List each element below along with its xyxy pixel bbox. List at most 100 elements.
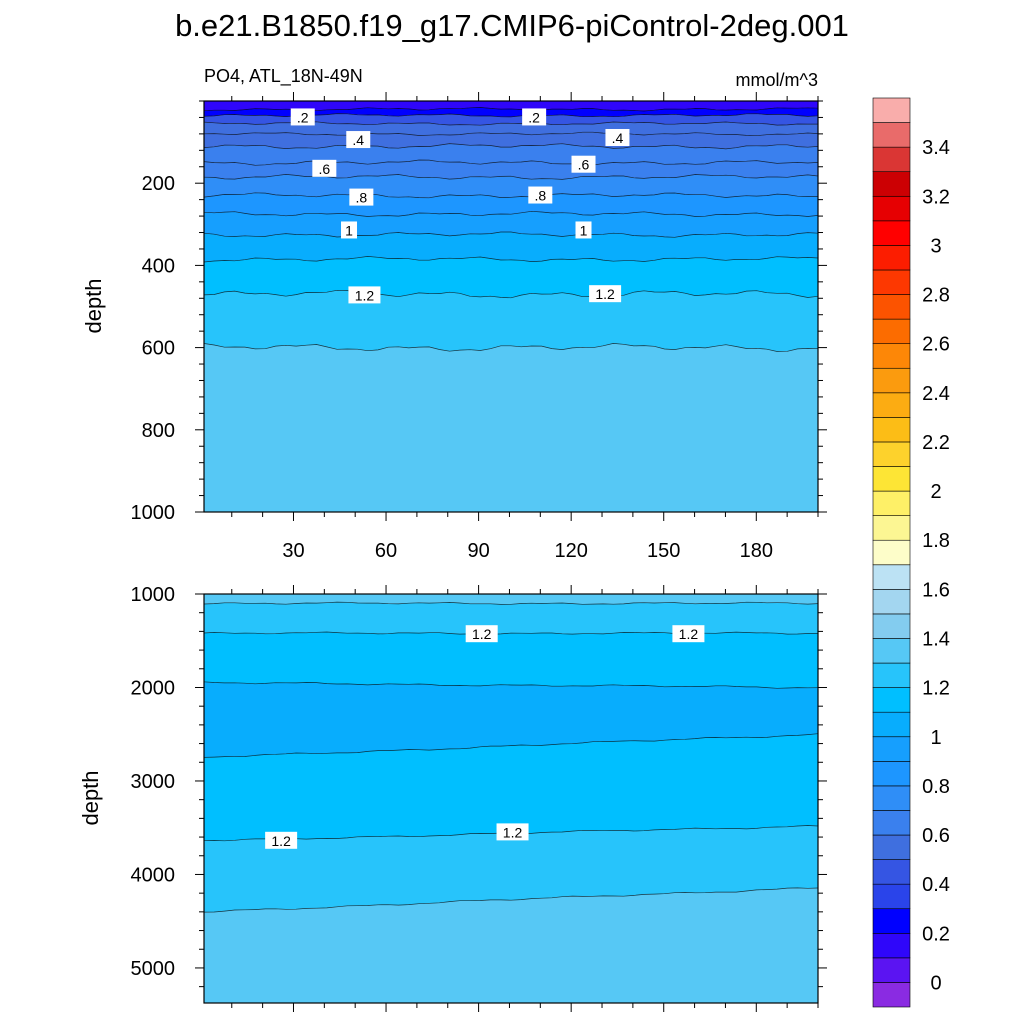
upper-band [204, 290, 818, 352]
upper-y-tick-label: 600 [142, 338, 175, 360]
lower-contour-line [204, 601, 818, 605]
svg-text:1.2: 1.2 [679, 626, 699, 642]
colorbar-swatch [872, 589, 911, 615]
upper-contour-label: .2 [290, 108, 315, 126]
colorbar-tick-label: 2.4 [922, 383, 950, 405]
upper-y-tick-label: 800 [142, 420, 175, 442]
colorbar-swatch [872, 146, 911, 173]
colorbar-swatch [872, 711, 911, 738]
colorbar-tick-label: 3.4 [922, 137, 950, 159]
upper-band [204, 160, 818, 180]
panel-subtitle: PO4, ATL_18N-49N [204, 66, 363, 87]
upper-band [204, 343, 818, 512]
upper-contour-line [204, 174, 818, 180]
lower-y-tick-label: 4000 [131, 864, 176, 886]
colorbar-tick-label: 1.2 [922, 678, 950, 700]
lower-band [204, 681, 818, 758]
colorbar-swatch [872, 810, 911, 836]
upper-x-tick-label: 90 [467, 540, 489, 562]
upper-frame [203, 100, 819, 513]
colorbar-swatch [872, 859, 911, 885]
upper-plot-area [204, 101, 818, 512]
upper-band [204, 211, 818, 238]
svg-text:1.2: 1.2 [271, 833, 291, 849]
colorbar-tick-label: 1.6 [922, 579, 950, 601]
svg-text:.2: .2 [297, 109, 309, 125]
svg-text:.6: .6 [318, 161, 330, 177]
upper-band [204, 143, 818, 166]
svg-text:.4: .4 [352, 132, 364, 148]
colorbar-swatch [872, 220, 911, 246]
lower-frame [203, 593, 819, 1004]
upper-contour-label: .6 [571, 155, 596, 173]
upper-x-tick-label: 120 [554, 540, 587, 562]
lower-band [204, 594, 818, 605]
upper-x-tick-label: 180 [740, 540, 773, 562]
svg-text:1.2: 1.2 [503, 824, 523, 840]
upper-contour-label: 1 [575, 221, 592, 239]
upper-contour-label: .6 [312, 159, 337, 177]
upper-contour-label: .4 [605, 128, 630, 146]
lower-contour-label: 1.2 [672, 625, 705, 643]
svg-text:1.2: 1.2 [595, 286, 615, 302]
colorbar-swatch [872, 171, 911, 197]
colorbar-swatch [872, 490, 911, 516]
upper-contour-line [204, 131, 818, 137]
svg-text:1: 1 [580, 222, 588, 238]
upper-contour-line [204, 143, 818, 150]
lower-y-axis-label: depth [78, 770, 103, 825]
lower-band [204, 733, 818, 841]
lower-contour-line [204, 887, 818, 913]
upper-contour-label: .8 [349, 188, 374, 206]
colorbar-swatch [872, 318, 911, 344]
svg-text:.2: .2 [528, 109, 540, 125]
upper-contour-label: 1.2 [589, 285, 622, 303]
lower-band [204, 602, 818, 635]
colorbar-swatch [872, 245, 911, 271]
lower-y-tick-label: 5000 [131, 958, 176, 980]
colorbar-tick-label: 2.2 [922, 432, 950, 454]
colorbar-swatch [872, 195, 911, 222]
colorbar-tick-label: 0.6 [922, 825, 950, 847]
colorbar-swatch [872, 785, 911, 811]
chart-title: b.e21.B1850.f19_g17.CMIP6-piControl-2deg… [175, 8, 849, 43]
colorbar-swatch [872, 97, 911, 123]
lower-band [204, 825, 818, 913]
svg-text:.8: .8 [356, 190, 368, 206]
colorbar-tick-label: 1 [930, 727, 941, 749]
svg-text:1.2: 1.2 [355, 287, 375, 303]
colorbar-swatch [872, 883, 911, 910]
svg-text:.8: .8 [534, 188, 546, 204]
colorbar-swatch [872, 441, 911, 467]
svg-text:.6: .6 [578, 157, 590, 173]
lower-panel: 1.2 1.2 1.2 1.2 1000 2000 3000 4000 5000 [131, 584, 827, 1012]
upper-y-tick-label: 400 [142, 255, 175, 277]
lower-band [204, 632, 818, 689]
colorbar-swatch [872, 687, 911, 713]
lower-y-tick-label: 2000 [131, 677, 176, 699]
colorbar-swatch [872, 564, 911, 590]
svg-text:1: 1 [345, 222, 353, 238]
colorbar-swatch [872, 122, 911, 148]
colorbar-swatch [872, 957, 911, 983]
colorbar-swatch [872, 613, 911, 639]
upper-band [204, 256, 818, 298]
colorbar-swatch [872, 761, 911, 787]
upper-contour-line [204, 231, 818, 238]
colorbar-swatch [872, 662, 911, 688]
colorbar-tick-label: 3 [930, 235, 941, 257]
colorbar-swatch [872, 269, 911, 295]
colorbar-swatch [872, 417, 911, 443]
colorbar-swatch [872, 392, 911, 418]
upper-y-tick-label: 200 [142, 173, 175, 195]
upper-y-tick-label: 1000 [131, 502, 176, 524]
lower-y-tick-label: 3000 [131, 771, 176, 793]
colorbar-tick-label: 2.6 [922, 334, 950, 356]
colorbar: 0 0.2 0.4 0.6 0.8 1 1.2 1.4 1.6 1.8 2 2.2 2.4 2.6 2.8 3… [872, 97, 950, 1008]
colorbar-swatch [872, 539, 911, 566]
colorbar-swatch [872, 834, 911, 860]
colorbar-tick-label: 0.8 [922, 776, 950, 798]
upper-x-tick-label: 60 [375, 540, 397, 562]
upper-x-tick-label: 150 [647, 540, 680, 562]
